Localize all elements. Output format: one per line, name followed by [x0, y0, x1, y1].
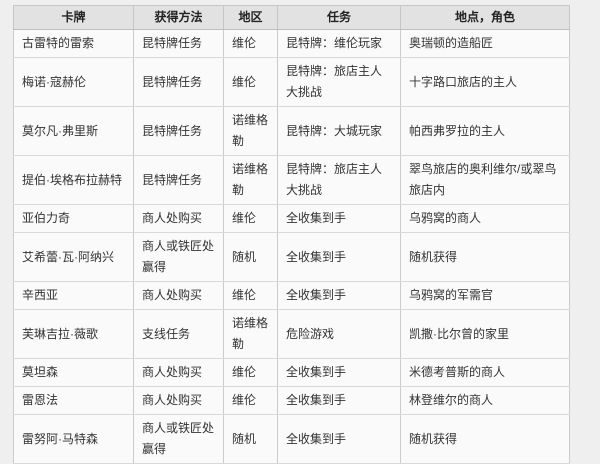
table-cell: 芙琳吉拉·薇歌: [13, 309, 134, 359]
table-cell: 莫坦森: [13, 358, 134, 387]
table-row: 艾希蕾·瓦·阿纳兴 商人或铁匠处赢得 随机 全收集到手 随机获得: [13, 232, 570, 282]
table-cell: 昆特牌任务: [133, 57, 224, 107]
table-body: 古雷特的雷索 昆特牌任务 维伦 昆特牌：维伦玩家 奥瑞顿的造船匠 梅诺·寇赫伦 昆特牌任务维…: [13, 29, 570, 464]
table-cell: 提伯·埃格布拉赫特: [13, 155, 134, 205]
table-cell: 全收集到手: [277, 232, 401, 282]
table-cell: 诺维格勒: [223, 309, 278, 359]
table-cell: 维伦: [223, 281, 278, 310]
table-cell: 维伦: [223, 29, 278, 58]
table-cell: 维伦: [223, 204, 278, 233]
table-cell: 亚伯力奇: [13, 204, 134, 233]
table-cell: 奥瑞顿的造船匠: [400, 29, 570, 58]
table-row: 莫尔凡·弗里斯 昆特牌任务 诺维格勒 昆特牌：大城玩家 帕西弗罗拉的主人: [13, 106, 570, 156]
table-cell: 艾希蕾·瓦·阿纳兴: [13, 232, 134, 282]
table-cell: 商人处购买: [133, 281, 224, 310]
table-cell: 雷恩法: [13, 386, 134, 415]
column-header: 地点，角色: [400, 5, 570, 30]
table-cell: 昆特牌任务: [133, 155, 224, 205]
table-row: 亚伯力奇 商人处购买 维伦 全收集到手 乌鸦窝的商人: [13, 204, 570, 233]
table-cell: 全收集到手: [277, 414, 401, 464]
table-cell: 昆特牌：大城玩家: [277, 106, 401, 156]
table-cell: 维伦: [223, 57, 278, 107]
table-cell: 乌鸦窝的军需官: [400, 281, 570, 310]
table-cell: 帕西弗罗拉的主人: [400, 106, 570, 156]
table-cell: 古雷特的雷索: [13, 29, 134, 58]
table-cell: 昆特牌：维伦玩家: [277, 29, 401, 58]
card-table-container: 卡牌 获得方法 地区 任务 地点，角色 古雷特的雷索 昆特牌任务 维伦 昆特牌：维伦玩家 奥瑞顿…: [13, 5, 570, 464]
table-cell: 随机获得: [400, 414, 570, 464]
table-cell: 昆特牌任务: [133, 29, 224, 58]
table-cell: 翠鸟旅店的奥利维尔/或翠鸟旅店内: [400, 155, 570, 205]
table-row: 古雷特的雷索 昆特牌任务 维伦 昆特牌：维伦玩家 奥瑞顿的造船匠: [13, 29, 570, 58]
table-cell: 辛西亚: [13, 281, 134, 310]
column-header: 任务: [277, 5, 401, 30]
table-cell: 商人处购买: [133, 204, 224, 233]
table-cell: 维伦: [223, 386, 278, 415]
table-cell: 商人处购买: [133, 386, 224, 415]
table-cell: 莫尔凡·弗里斯: [13, 106, 134, 156]
table-cell: 全收集到手: [277, 386, 401, 415]
table-cell: 全收集到手: [277, 281, 401, 310]
table-row: 芙琳吉拉·薇歌 支线任务 诺维格勒 危险游戏 凯撒·比尔曾的家里: [13, 309, 570, 359]
table-cell: 乌鸦窝的商人: [400, 204, 570, 233]
table-cell: 十字路口旅店的主人: [400, 57, 570, 107]
table-cell: 诺维格勒: [223, 155, 278, 205]
table-cell: 随机获得: [400, 232, 570, 282]
table-cell: 商人或铁匠处赢得: [133, 232, 224, 282]
table-cell: 商人处购买: [133, 358, 224, 387]
table-row: 梅诺·寇赫伦 昆特牌任务 维伦 昆特牌：旅店主人大挑战 十字路口旅店的主人: [13, 57, 570, 107]
table-cell: 雷努阿·马特森: [13, 414, 134, 464]
table-cell: 随机: [223, 232, 278, 282]
table-row: 莫坦森 商人处购买 维伦 全收集到手 米德考普斯的商人: [13, 358, 570, 387]
column-header: 获得方法: [133, 5, 224, 30]
table-row: 雷努阿·马特森 商人或铁匠处赢得 随机 全收集到手 随机获得: [13, 414, 570, 464]
table-cell: 昆特牌：旅店主人大挑战: [277, 155, 401, 205]
column-header: 卡牌: [13, 5, 134, 30]
table-cell: 昆特牌：旅店主人大挑战: [277, 57, 401, 107]
table-row: 辛西亚 商人处购买 维伦 全收集到手 乌鸦窝的军需官: [13, 281, 570, 310]
table-cell: 全收集到手: [277, 358, 401, 387]
table-cell: 林登维尔的商人: [400, 386, 570, 415]
table-cell: 商人或铁匠处赢得: [133, 414, 224, 464]
gwent-card-table: 卡牌 获得方法 地区 任务 地点，角色 古雷特的雷索 昆特牌任务 维伦 昆特牌：维伦玩家 奥瑞顿…: [13, 5, 570, 464]
table-cell: 全收集到手: [277, 204, 401, 233]
table-cell: 梅诺·寇赫伦: [13, 57, 134, 107]
column-header: 地区: [223, 5, 278, 30]
table-cell: 危险游戏: [277, 309, 401, 359]
table-row: 雷恩法 商人处购买 维伦 全收集到手 林登维尔的商人: [13, 386, 570, 415]
table-cell: 米德考普斯的商人: [400, 358, 570, 387]
header-row: 卡牌 获得方法 地区 任务 地点，角色: [13, 5, 570, 30]
table-row: 提伯·埃格布拉赫特 昆特牌任务 诺维格勒 昆特牌：旅店主人大挑战 翠鸟旅店的奥利维尔/或…: [13, 155, 570, 205]
table-cell: 支线任务: [133, 309, 224, 359]
table-cell: 昆特牌任务: [133, 106, 224, 156]
table-cell: 随机: [223, 414, 278, 464]
table-cell: 凯撒·比尔曾的家里: [400, 309, 570, 359]
table-cell: 诺维格勒: [223, 106, 278, 156]
table-cell: 维伦: [223, 358, 278, 387]
